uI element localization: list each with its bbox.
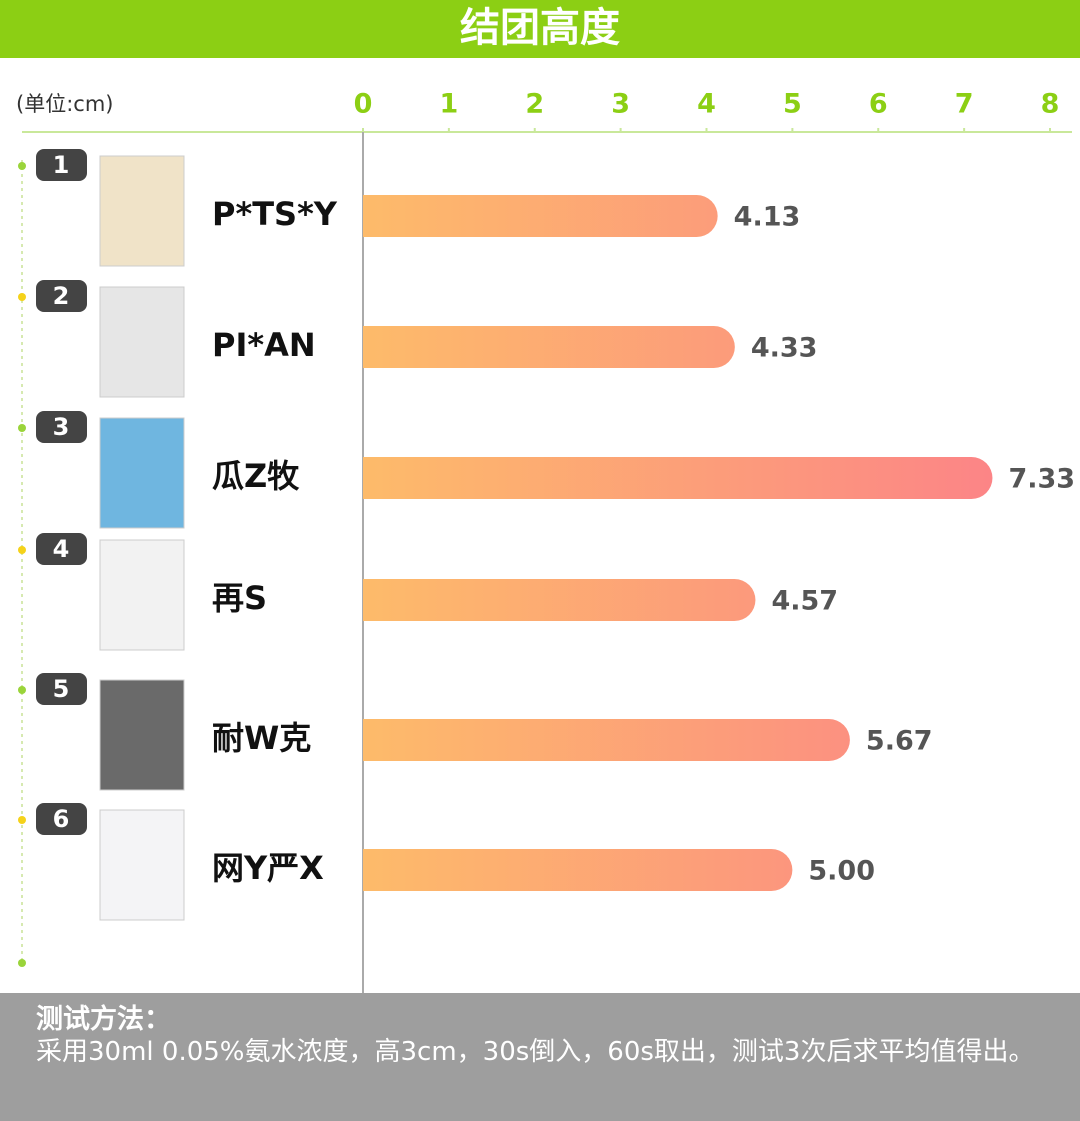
category-label: 瓜Z牧 [212, 457, 300, 495]
x-tick-label: 1 [439, 89, 458, 120]
bar [363, 719, 850, 761]
rank-number: 3 [53, 413, 70, 441]
bar-base [363, 579, 405, 621]
row-dot [18, 424, 26, 432]
x-tick-label: 8 [1041, 89, 1060, 120]
value-label: 7.33 [1008, 464, 1075, 495]
row-dot [18, 293, 26, 301]
category-label: 再S [212, 579, 267, 617]
bar [363, 849, 793, 891]
x-tick-label: 3 [611, 89, 630, 120]
bar-base [363, 719, 405, 761]
category-label: 网Y严X [212, 849, 324, 887]
rank-number: 6 [53, 805, 70, 833]
rank-badge [36, 673, 87, 705]
row-dot [18, 546, 26, 554]
title-bar [0, 0, 1080, 58]
unit-label: (单位:cm) [16, 92, 113, 116]
footer-text: 采用30ml 0.05%氨水浓度，高3cm，30s倒入，60s取出，测试3次后求… [36, 1037, 1035, 1067]
rank-number: 5 [53, 675, 70, 703]
x-tick-label: 6 [869, 89, 888, 120]
bar [363, 457, 993, 499]
footer: 测试方法： 采用30ml 0.05%氨水浓度，高3cm，30s倒入，60s取出，… [0, 993, 1080, 1121]
x-tick-label: 5 [783, 89, 802, 120]
rank-badge [36, 533, 87, 565]
bar [363, 195, 718, 237]
bar [363, 579, 756, 621]
row-dot [18, 816, 26, 824]
product-image [99, 155, 185, 267]
footer-heading: 测试方法： [36, 1004, 171, 1035]
bar-base [363, 457, 405, 499]
x-tick-label: 7 [955, 89, 974, 120]
chart-title: 结团高度 [460, 5, 620, 51]
bar-base [363, 849, 405, 891]
x-tick-label: 2 [525, 89, 544, 120]
bar-base [363, 195, 405, 237]
x-tick-label: 4 [697, 89, 716, 120]
product-image [99, 286, 185, 398]
value-label: 4.33 [751, 333, 818, 364]
value-label: 4.57 [771, 586, 838, 617]
product-image [99, 417, 185, 529]
bar [363, 326, 735, 368]
rank-badge [36, 803, 87, 835]
category-label: PI*AN [212, 326, 316, 364]
rank-number: 4 [53, 535, 70, 563]
product-image [99, 809, 185, 921]
row-dot [18, 162, 26, 170]
category-label: P*TS*Y [212, 195, 338, 233]
category-label: 耐W克 [212, 719, 311, 757]
bar-base [363, 326, 405, 368]
rank-badge [36, 149, 87, 181]
product-image [99, 539, 185, 651]
rank-badge [36, 411, 87, 443]
x-tick-label: 0 [354, 89, 373, 120]
value-label: 5.67 [866, 726, 933, 757]
row-dot [18, 686, 26, 694]
value-label: 5.00 [808, 856, 875, 887]
chart: 结团高度 (单位:cm) 0 1 2 3 4 5 6 7 8 1 P*TS*Y 4.13 2 PI*AN 4… [0, 0, 1080, 993]
product-image [99, 679, 185, 791]
rank-number: 1 [53, 151, 70, 179]
rank-number: 2 [53, 282, 70, 310]
rank-badge [36, 280, 87, 312]
row-dot [18, 959, 26, 967]
value-label: 4.13 [734, 202, 801, 233]
